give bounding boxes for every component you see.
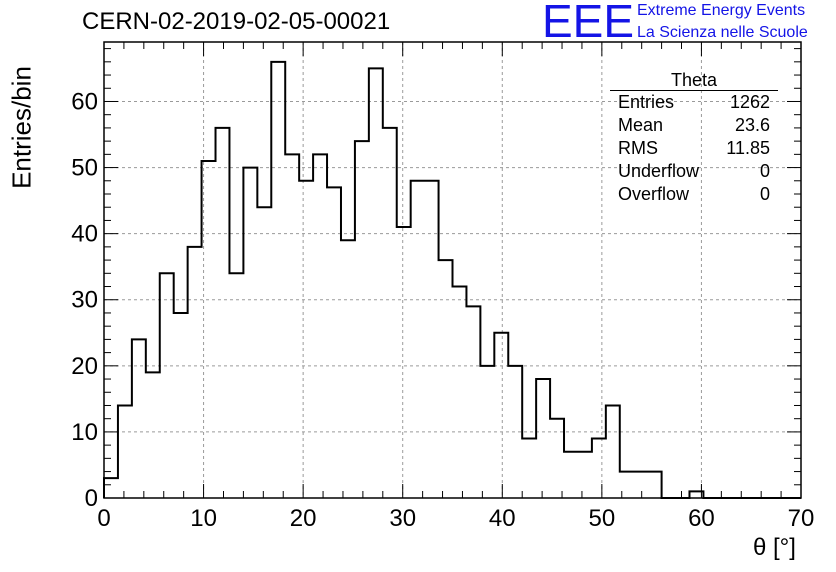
stats-title: Theta <box>610 70 778 91</box>
histogram-bin <box>160 273 174 498</box>
histogram-bin <box>104 478 118 498</box>
histogram-bin <box>606 405 620 498</box>
x-tick-label: 30 <box>389 505 416 532</box>
eee-logo: EEE <box>542 0 634 40</box>
logo-text: EEE <box>542 0 634 40</box>
histogram-bin <box>550 419 564 498</box>
histogram-bin <box>341 240 355 498</box>
histogram-bin <box>466 306 480 498</box>
histogram-bin <box>397 227 411 498</box>
histogram-bin <box>578 452 592 498</box>
x-tick-label: 40 <box>489 505 516 532</box>
histogram-bin <box>425 181 439 498</box>
stats-value: 0 <box>759 184 770 204</box>
histogram-bin <box>564 452 578 498</box>
stats-label: Mean <box>618 115 664 135</box>
stats-box: Theta Entries 1262 Mean 23.6 RMS 11.85 Unde… <box>610 70 778 206</box>
histogram-outline <box>103 60 801 499</box>
histogram-bin <box>369 68 383 498</box>
histogram-bin <box>229 273 243 498</box>
histogram-bin <box>592 439 606 498</box>
y-tick-label: 20 <box>71 353 98 380</box>
stats-value: 11.85 <box>726 138 770 158</box>
histogram-bin <box>271 62 285 498</box>
histogram-bin <box>439 260 453 498</box>
y-tick-label: 30 <box>71 287 98 314</box>
y-tick-label: 10 <box>71 419 98 446</box>
y-tick-label: 40 <box>71 221 98 248</box>
histogram-bin <box>257 207 271 498</box>
stats-label: Overflow <box>618 184 690 204</box>
stats-value: 1262 <box>729 92 770 112</box>
tick-labels: 0 10 20 30 40 50 60 70 0 10 20 30 40 50 60 <box>71 88 814 532</box>
histogram-bin <box>188 247 202 498</box>
histogram-bin <box>453 287 467 498</box>
stats-row-rms: RMS 11.85 <box>610 137 778 160</box>
stats-value: 0 <box>759 161 770 181</box>
histogram-bin <box>522 439 536 498</box>
histogram-bin <box>494 333 508 498</box>
histogram-bin <box>648 472 662 498</box>
stats-value: 23.6 <box>734 115 770 135</box>
histogram-bin <box>132 339 146 498</box>
histogram-bin <box>216 128 230 498</box>
x-tick-label: 0 <box>97 505 110 532</box>
histogram-bin <box>299 181 313 498</box>
histogram-bin <box>285 154 299 498</box>
histogram-bin <box>634 472 648 498</box>
histogram-bin <box>411 181 425 498</box>
y-tick-label: 50 <box>71 155 98 182</box>
axis-ticks <box>103 42 802 499</box>
stats-label: Entries <box>618 92 675 112</box>
stats-row-entries: Entries 1262 <box>610 91 778 114</box>
stats-row-mean: Mean 23.6 <box>610 114 778 137</box>
x-tick-label: 50 <box>589 505 616 532</box>
histogram-bin <box>355 141 369 498</box>
histogram-bin <box>536 379 550 498</box>
histogram-bin <box>383 128 397 498</box>
stats-row-underflow: Underflow 0 <box>610 160 778 183</box>
stats-label: Underflow <box>618 161 700 181</box>
grid-lines <box>104 42 801 498</box>
stats-label: RMS <box>618 138 658 158</box>
histogram-bin <box>118 405 132 498</box>
x-tick-label: 70 <box>788 505 815 532</box>
histogram-bin <box>174 313 188 498</box>
y-axis-label-text: Entries/bin <box>6 66 37 189</box>
x-tick-label: 60 <box>688 505 715 532</box>
plot-border <box>103 41 802 499</box>
histogram-bin <box>243 168 257 498</box>
x-axis-label: θ [°] <box>753 534 796 561</box>
x-tick-label: 10 <box>190 505 217 532</box>
y-tick-label: 60 <box>71 88 98 115</box>
stats-row-overflow: Overflow 0 <box>610 183 778 206</box>
logo-subtitle-line1: Extreme Energy Events <box>637 2 806 19</box>
logo-subtitle-line2: La Scienza nelle Scuole <box>637 24 808 41</box>
x-tick-label: 20 <box>290 505 317 532</box>
histogram-series <box>103 60 801 499</box>
histogram-bin <box>313 154 327 498</box>
chart-title: CERN-02-2019-02-05-00021 <box>82 8 391 35</box>
plot-frame <box>103 41 802 499</box>
y-tick-label: 0 <box>85 485 98 512</box>
histogram-bin <box>146 372 160 498</box>
